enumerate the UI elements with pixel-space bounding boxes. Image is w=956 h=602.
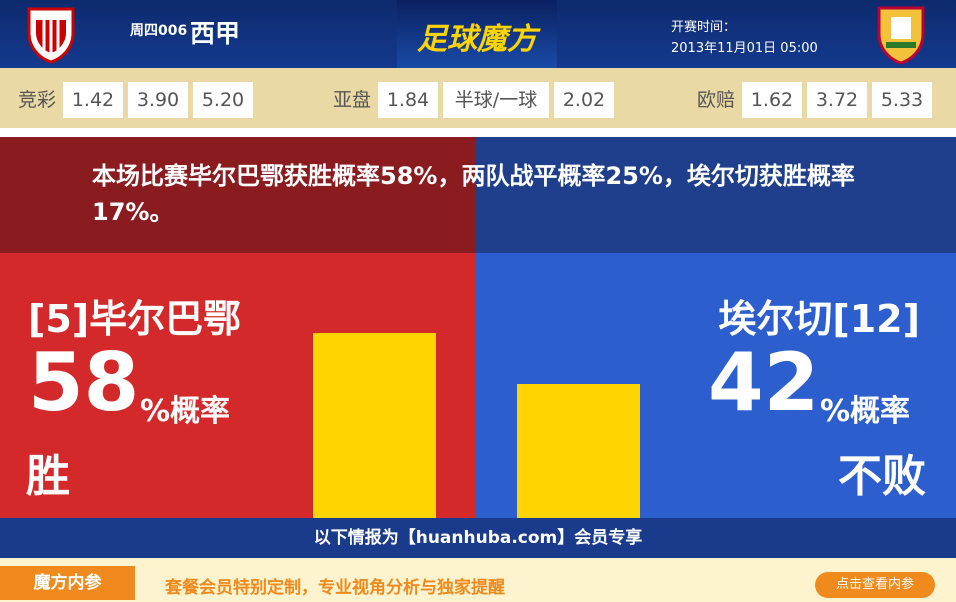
odds-value: 2.02	[554, 82, 614, 118]
odds-label: 欧赔	[697, 89, 736, 111]
away-unit: %概率	[820, 394, 911, 429]
summary-right	[476, 137, 956, 253]
kickoff-time: 2013年11月01日 05:00	[671, 41, 818, 56]
league: 西甲	[190, 19, 241, 48]
away-outcome: 不败	[838, 451, 926, 502]
odds-value: 半球/一球	[443, 82, 549, 118]
brand: 足球魔方	[417, 22, 537, 57]
odds-value: 3.90	[128, 82, 188, 118]
match-no: 周四006	[130, 23, 188, 39]
probability-bar	[313, 333, 436, 518]
members-note: 以下情报为【huanhuba.com】会员专享	[0, 518, 956, 558]
odds-value: 5.20	[193, 82, 253, 118]
promo-tab: 魔方内参	[0, 566, 135, 600]
promo-button[interactable]: 点击查看内参	[815, 572, 935, 598]
promo-bar	[0, 558, 956, 602]
away-logo	[877, 6, 925, 65]
home-name: [5]毕尔巴鄂	[28, 297, 242, 341]
odds-value: 1.42	[63, 82, 123, 118]
promo-text: 套餐会员特别定制，专业视角分析与独家提醒	[165, 578, 505, 598]
summary-left	[0, 137, 476, 253]
odds-label: 亚盘	[333, 89, 372, 111]
odds-value: 5.33	[872, 82, 932, 118]
probability-bar	[517, 384, 640, 518]
odds-label: 竞彩	[18, 89, 57, 111]
odds-value: 1.62	[742, 82, 802, 118]
home-unit: %概率	[140, 394, 231, 429]
away-percent: 42	[708, 336, 820, 429]
kickoff-label: 开赛时间：	[671, 20, 737, 35]
home-logo	[27, 7, 75, 64]
home-outcome: 胜	[26, 451, 70, 502]
summary: 本场比赛毕尔巴鄂获胜概率58%，两队战平概率25%，埃尔切获胜概率17%。	[92, 162, 855, 226]
home-percent: 58	[28, 336, 140, 429]
brand-bg	[397, 0, 557, 68]
away-name: 埃尔切[12]	[718, 297, 920, 341]
odds-value: 1.84	[378, 82, 438, 118]
odds-value: 3.72	[807, 82, 867, 118]
